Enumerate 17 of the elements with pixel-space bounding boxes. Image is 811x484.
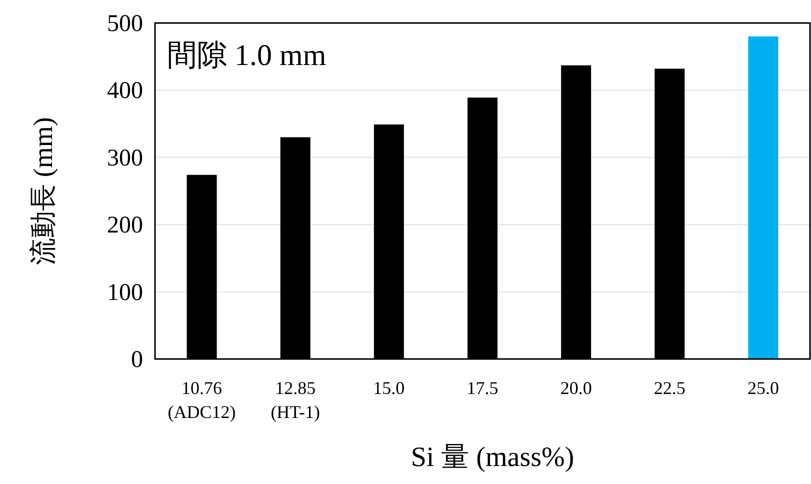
x-tick-label: 10.76 (ADC12) (168, 378, 236, 422)
y-axis-title: 流動長 (mm) (28, 117, 58, 265)
y-tick-label: 300 (107, 145, 143, 172)
y-tick-label: 0 (131, 347, 143, 373)
x-tick-label: 22.5 (654, 378, 686, 398)
x-tick-label: 12.85 (HT-1) (270, 378, 320, 422)
bar (748, 36, 778, 359)
y-tick-label: 400 (107, 78, 143, 104)
x-tick-label: 15.0 (373, 378, 405, 398)
x-tick-label: 17.5 (466, 378, 498, 398)
x-axis-title: Si 量 (mass%) (410, 442, 574, 473)
y-tick-label: 100 (107, 280, 143, 306)
x-tick-label: 20.0 (560, 378, 592, 398)
y-tick-label: 200 (107, 212, 143, 239)
x-tick-label: 25.0 (747, 378, 779, 398)
annotation: 間隙 1.0 mm (167, 39, 326, 72)
y-tick-label: 500 (107, 11, 143, 37)
